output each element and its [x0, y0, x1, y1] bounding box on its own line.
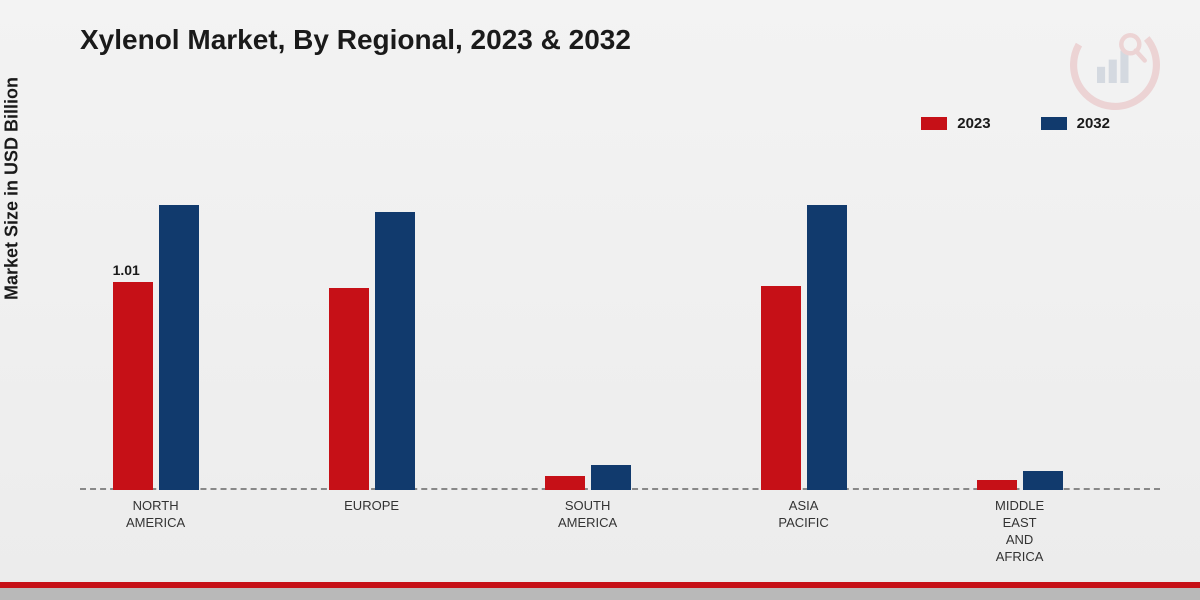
- bar: [807, 205, 847, 490]
- bar-group: 1.01NORTH AMERICA: [113, 205, 199, 490]
- legend-label: 2023: [957, 115, 990, 132]
- bar: [159, 205, 199, 490]
- bar: [1023, 471, 1063, 490]
- y-axis-label: Market Size in USD Billion: [2, 77, 23, 300]
- footer-grey-stripe: [0, 588, 1200, 600]
- x-axis-category-label: NORTH AMERICA: [96, 490, 216, 532]
- legend-label: 2032: [1077, 115, 1110, 132]
- x-axis-category-label: EUROPE: [312, 490, 432, 515]
- bar-group: MIDDLE EAST AND AFRICA: [977, 471, 1063, 490]
- chart-plot-area: 1.01NORTH AMERICA EUROPE SOUTH AMERICA ASIA…: [80, 160, 1160, 490]
- bar: [591, 465, 631, 490]
- bar: [375, 212, 415, 490]
- watermark-logo: [1070, 20, 1160, 110]
- legend-swatch: [1041, 117, 1067, 130]
- legend-item-2023: 2023: [921, 115, 990, 132]
- footer-bar: [0, 582, 1200, 600]
- bar: [977, 480, 1017, 490]
- bar-group: ASIA PACIFIC: [761, 205, 847, 490]
- legend-item-2032: 2032: [1041, 115, 1110, 132]
- bar-group: SOUTH AMERICA: [545, 465, 631, 490]
- x-axis-category-label: ASIA PACIFIC: [744, 490, 864, 532]
- bar: [761, 286, 801, 490]
- bar: [113, 282, 153, 490]
- x-axis-category-label: SOUTH AMERICA: [528, 490, 648, 532]
- legend: 2023 2032: [921, 115, 1110, 132]
- bar: [329, 288, 369, 490]
- bar: [545, 476, 585, 490]
- page-title: Xylenol Market, By Regional, 2023 & 2032: [80, 24, 631, 56]
- legend-swatch: [921, 117, 947, 130]
- x-axis-category-label: MIDDLE EAST AND AFRICA: [960, 490, 1080, 566]
- bar-group: EUROPE: [329, 212, 415, 490]
- bar-value-label: 1.01: [113, 262, 140, 278]
